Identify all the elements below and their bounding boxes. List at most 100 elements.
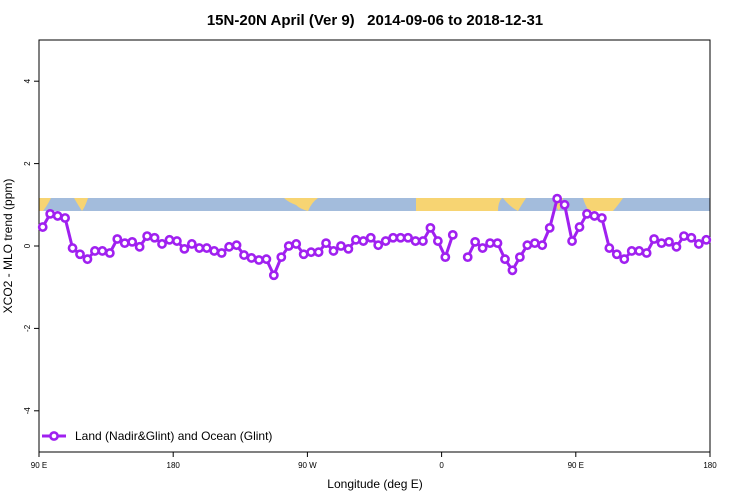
legend-marker: [49, 431, 59, 441]
data-point: [507, 265, 518, 276]
x-tick-label: 180: [703, 461, 717, 470]
data-point: [537, 240, 548, 251]
data-point: [485, 238, 495, 249]
data-point: [432, 236, 443, 246]
data-point: [693, 239, 704, 249]
data-point: [567, 236, 577, 246]
data-point: [686, 232, 697, 243]
y-tick-label: 4: [23, 78, 32, 83]
data-point: [172, 236, 182, 246]
data-point: [380, 236, 391, 246]
data-point: [298, 249, 309, 260]
data-point: [104, 248, 115, 258]
data-point: [37, 222, 48, 232]
data-point: [611, 249, 622, 260]
legend-label: Land (Nadir&Glint) and Ocean (Glint): [75, 429, 272, 443]
y-tick-label: 2: [23, 161, 32, 166]
data-point: [209, 246, 220, 256]
data-point: [522, 240, 533, 251]
data-point: [492, 238, 503, 249]
data-point: [358, 236, 369, 246]
data-point: [45, 208, 56, 219]
data-point: [261, 254, 272, 265]
data-point: [194, 243, 205, 253]
data-point: [60, 213, 70, 223]
data-point: [75, 249, 85, 260]
data-point: [239, 250, 249, 260]
data-point: [529, 238, 540, 249]
data-point: [574, 222, 585, 232]
data-point: [477, 243, 488, 253]
y-tick-label: -2: [23, 324, 32, 332]
data-point: [388, 232, 399, 243]
data-point: [664, 236, 674, 247]
data-point: [179, 243, 190, 254]
data-point: [589, 211, 600, 221]
data-point: [276, 252, 287, 263]
data-point: [447, 229, 458, 240]
data-point: [470, 236, 481, 247]
data-point: [112, 234, 123, 244]
data-point: [343, 243, 354, 254]
data-point: [641, 248, 652, 258]
data-point: [82, 254, 93, 265]
x-tick-label: 90 W: [298, 461, 317, 470]
data-point: [306, 247, 317, 258]
data-point: [626, 246, 637, 256]
data-point: [336, 241, 346, 251]
data-point: [254, 255, 264, 265]
data-point: [216, 248, 227, 258]
data-point: [157, 239, 167, 249]
data-point: [365, 232, 376, 243]
data-point: [127, 236, 138, 247]
data-point: [418, 236, 428, 246]
data-point: [268, 270, 279, 281]
data-point: [425, 222, 436, 233]
data-point: [90, 246, 100, 256]
data-point: [559, 199, 570, 210]
data-point: [596, 213, 607, 223]
data-point: [582, 208, 592, 219]
x-tick-label: 90 E: [568, 461, 584, 470]
data-point: [313, 247, 324, 258]
data-point: [350, 234, 361, 245]
data-point: [186, 239, 197, 249]
data-point: [246, 253, 257, 263]
data-point: [500, 254, 510, 265]
data-point: [119, 238, 130, 249]
data-point: [224, 241, 235, 252]
x-tick-label: 0: [439, 461, 444, 470]
y-tick-label: -4: [23, 407, 32, 415]
data-point: [656, 238, 667, 249]
x-tick-label: 90 E: [31, 461, 47, 470]
x-axis-label: Longitude (deg E): [327, 477, 422, 491]
data-point: [164, 234, 175, 245]
data-point: [671, 241, 682, 252]
data-point: [201, 243, 212, 253]
data-point: [67, 243, 78, 253]
data-point: [679, 231, 689, 242]
data-point: [410, 236, 421, 246]
y-axis-label: XCO2 - MLO trend (ppm): [1, 179, 15, 314]
x-tick-label: 180: [167, 461, 181, 470]
data-point: [97, 246, 108, 256]
data-point: [604, 243, 615, 253]
data-point: [395, 232, 406, 243]
map-strip: [39, 198, 710, 211]
data-point: [291, 239, 302, 249]
data-point: [321, 238, 331, 249]
data-point: [440, 252, 451, 263]
data-point: [328, 246, 339, 256]
data-point: [544, 222, 555, 233]
data-point: [634, 246, 645, 256]
data-point: [462, 252, 473, 263]
data-point: [231, 240, 242, 251]
data-point: [701, 234, 712, 245]
data-point: [619, 254, 630, 265]
chart-title: 15N-20N April (Ver 9) 2014-09-06 to 2018…: [207, 12, 543, 29]
data-point: [649, 234, 659, 244]
y-tick-label: 0: [23, 243, 32, 248]
data-point: [283, 241, 294, 251]
data-point: [373, 240, 384, 251]
